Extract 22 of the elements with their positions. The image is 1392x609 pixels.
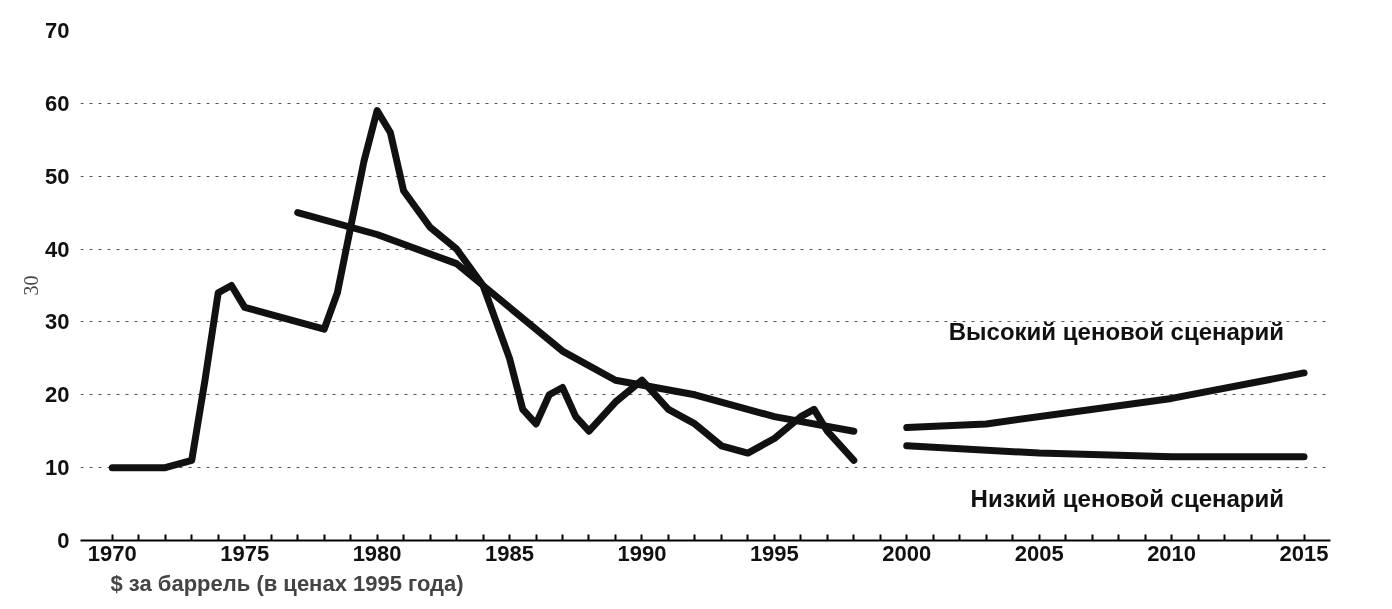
y-tick-label: 50 [45, 163, 70, 189]
y-tick-label: 20 [45, 382, 70, 408]
x-tick-label: 1980 [352, 540, 402, 566]
y-tick-label: 40 [45, 236, 70, 262]
y-tick-label: 10 [45, 455, 70, 481]
x-tick-label: 1995 [749, 540, 799, 566]
y-tick-label: 60 [45, 90, 70, 116]
y-tick-label: 70 [45, 18, 70, 43]
text: 30 [19, 275, 42, 296]
x-tick-label: 2010 [1147, 540, 1197, 566]
x-tick-label: 2005 [1014, 540, 1064, 566]
x-tick-label: 2000 [882, 540, 932, 566]
y-tick-label: 30 [45, 309, 70, 335]
x-tick-label: 1975 [220, 540, 270, 566]
y-tick-label: 0 [57, 528, 70, 553]
x-tick-label: 2015 [1279, 540, 1329, 566]
text: $ за баррель (в ценах 1995 года) [110, 570, 464, 596]
series-label: Низкий ценовой сценарий [970, 484, 1285, 512]
series-label: Высокий ценовой сценарий [948, 317, 1285, 345]
x-tick-label: 1990 [617, 540, 667, 566]
x-tick-label: 1985 [485, 540, 535, 566]
x-tick-label: 1970 [87, 540, 137, 566]
